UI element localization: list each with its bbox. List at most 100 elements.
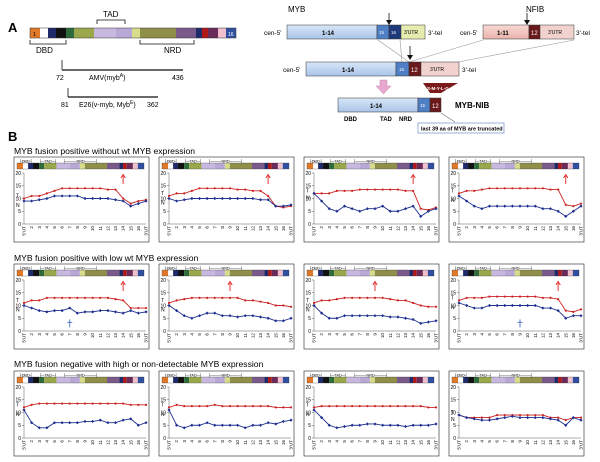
x-tick-label: 12 <box>395 333 400 339</box>
data-point-n <box>335 316 339 320</box>
data-point-t <box>526 295 529 298</box>
x-tick-label: 7 <box>357 440 362 443</box>
mini-domain-segment <box>519 377 543 383</box>
data-point-n <box>373 422 377 426</box>
data-point-n <box>289 418 293 422</box>
mini-domain-segment <box>123 163 127 169</box>
chart-frame <box>13 156 150 243</box>
data-point-t <box>381 188 384 191</box>
mini-domain-segment <box>567 163 573 169</box>
mini-domain-bar: ├DBD┤ ├─TAD─┤ ├────NRD────┤ <box>161 373 290 384</box>
mini-domain-segment <box>79 163 85 169</box>
data-point-t <box>22 301 26 305</box>
data-point-t <box>564 309 567 312</box>
fusion-tel: 3'-tel <box>462 67 476 74</box>
chart-panel: ├DBD┤ ├─TAD─┤ ├────NRD────┤ 0 5 10 15 20 5'UT 2 3 4… <box>303 156 440 243</box>
mini-domain-outline <box>306 269 435 277</box>
data-point-t <box>129 306 132 310</box>
mini-domain-segment <box>44 270 57 276</box>
x-tick-label: 6 <box>495 440 500 443</box>
data-point-n <box>220 423 224 427</box>
data-point-t <box>412 189 415 192</box>
data-point-t <box>137 306 140 310</box>
x-tick-label: 3'UT <box>579 226 584 236</box>
data-point-t <box>549 296 552 299</box>
x-tick-label: 14 <box>121 226 126 232</box>
nrd-label: NRD <box>164 46 182 55</box>
data-point-t <box>99 187 102 190</box>
y-tick-label: 20 <box>450 278 456 284</box>
y-tick-label: 0 <box>308 329 311 335</box>
x-tick-label: 2 <box>174 226 179 229</box>
mini-domain-segment <box>28 377 34 383</box>
data-point-t <box>228 187 232 190</box>
mini-domain-segment <box>282 163 289 169</box>
data-point-t <box>198 405 201 408</box>
x-tick-label: 11 <box>243 333 248 338</box>
mini-domain-segment <box>173 163 179 169</box>
data-point-n <box>335 209 339 213</box>
x-tick-label: 12 <box>540 333 545 339</box>
data-point-t <box>114 298 117 301</box>
data-point-t <box>389 405 392 408</box>
mini-domain-segment <box>79 377 85 383</box>
e26-start: 81 <box>61 102 69 109</box>
data-point-t <box>190 296 193 299</box>
mini-domain-label: ├─TAD─┤ <box>474 373 492 379</box>
data-point-n <box>487 418 492 422</box>
data-point-n <box>113 198 118 202</box>
x-tick-label: 9 <box>83 440 88 443</box>
data-point-t <box>526 187 529 190</box>
data-point-n <box>258 315 263 319</box>
mini-domain-segment <box>252 163 265 169</box>
data-point-t <box>328 299 331 302</box>
mini-domain-segment <box>397 270 410 276</box>
mini-domain-label: ├────NRD────┤ <box>498 373 533 379</box>
data-point-n <box>571 314 575 318</box>
chart-panel: ├DBD┤ ├─TAD─┤ ├────NRD────┤ 0 5 10 15 20 5'UT 2 3 4… <box>303 263 440 350</box>
data-point-n <box>480 306 484 310</box>
x-tick-label: 8 <box>510 226 515 229</box>
x-tick-label: 7 <box>212 440 217 443</box>
y-tick-label: 15 <box>305 184 311 190</box>
data-point-n <box>121 199 125 203</box>
x-tick-label: 7 <box>67 333 72 336</box>
x-tick-label: 16 <box>426 226 431 232</box>
mini-domain-segment <box>84 163 108 169</box>
mini-domain-segment <box>558 270 562 276</box>
x-tick-label: 8 <box>365 226 370 229</box>
breakpoint-arrow-head <box>120 173 126 179</box>
x-tick-label: 6 <box>60 440 65 443</box>
data-point-n <box>419 423 423 427</box>
mini-domain-segment <box>56 163 71 169</box>
segment-first-label: 1 <box>33 32 36 38</box>
x-tick-label: 5'UT <box>457 440 462 450</box>
mini-domain-label: ├─TAD─┤ <box>39 266 57 272</box>
data-point-n <box>37 198 41 202</box>
myb-exon16: 16 <box>391 30 397 35</box>
mini-domain-label: ├─TAD─┤ <box>329 373 347 379</box>
mini-domain-segment <box>33 377 40 383</box>
data-point-t <box>579 416 583 419</box>
y-tick-label: 5 <box>453 316 456 322</box>
x-tick-label: 2 <box>174 333 179 336</box>
data-point-t <box>175 403 178 406</box>
mini-domain-outline <box>451 162 580 170</box>
data-point-t <box>366 188 369 191</box>
data-point-n <box>175 423 179 427</box>
x-tick-label: 5'UT <box>312 440 317 450</box>
data-point-n <box>548 417 553 421</box>
x-tick-label: 2 <box>29 226 34 229</box>
data-point-n <box>373 207 377 211</box>
x-tick-label: 2 <box>464 333 469 336</box>
data-point-t <box>358 188 361 191</box>
mini-domain-segment <box>201 270 216 276</box>
mini-domain-segment <box>474 270 480 276</box>
x-tick-label: 5 <box>487 226 492 229</box>
mini-domain-segment <box>173 377 179 383</box>
data-point-t <box>389 298 392 301</box>
x-tick-label: 3'UT <box>144 440 149 450</box>
data-point-n <box>213 423 217 427</box>
data-point-n <box>381 204 385 208</box>
